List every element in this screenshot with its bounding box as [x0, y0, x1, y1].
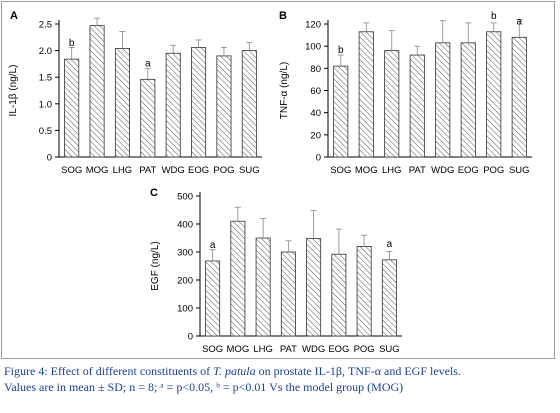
panel-a-y-tick-label: 1.0 [39, 99, 52, 110]
panel-c-category-label: WDG [302, 344, 325, 355]
panel-b-bar-pat [409, 54, 425, 158]
panel-b-significance-label: a [516, 16, 522, 27]
figure-caption: Figure 4: Effect of different constituen… [4, 363, 556, 395]
panel-b-y-tick-label: 60 [310, 86, 321, 97]
panel-b-significance-label: b [491, 11, 497, 22]
panel-c-y-axis-title: EGF (ng/L) [150, 241, 161, 290]
panel-a-bar-lhg [114, 48, 130, 158]
panel-b-bar-eog [460, 42, 476, 158]
panel-c-y-tick-label: 0 [188, 332, 193, 343]
caption-suffix: on prostate IL-1β, TNF-α and EGF levels. [255, 364, 461, 378]
panel-a-category-label: SUG [239, 165, 260, 176]
panel-a-category-label: SOG [61, 165, 82, 176]
panel-c-bar-lhg [255, 237, 271, 337]
panel-c-bar-sug [381, 259, 397, 337]
panel-c-y-tick-label: 100 [177, 304, 193, 315]
panel-c-y-tick-label: 400 [177, 220, 193, 231]
panel-a-label: A [10, 10, 18, 22]
panel-a-significance-label: a [145, 58, 151, 69]
panel-c-significance-label: a [387, 239, 393, 250]
panel-a-bar-eog [191, 47, 207, 158]
caption-line-2: Values are in mean ± SD; n = 8; ᵃ = p<0.… [4, 380, 404, 394]
panel-a-category-label: EOG [188, 165, 209, 176]
panel-b-category-label: EOG [458, 165, 479, 176]
caption-species: T. patula [213, 364, 256, 378]
panel-b-y-tick-label: 80 [310, 64, 321, 75]
panel-c-bar-mog [230, 220, 246, 337]
panel-a-category-label: MOG [86, 165, 109, 176]
panel-b-bar-sug [511, 36, 527, 158]
caption-prefix: Figure 4: Effect of different constituen… [4, 364, 214, 378]
panel-c-y-tick-label: 300 [177, 248, 193, 259]
panel-c-category-label: EOG [328, 344, 349, 355]
panel-b-bar-pog [486, 31, 502, 158]
panel-b-bar-sog [333, 65, 349, 158]
panel-c-bar-pat [280, 251, 296, 337]
panel-c-y-tick-label: 500 [177, 192, 193, 203]
panel-b-y-tick-label: 20 [310, 130, 321, 141]
panel-a-bar-pog [216, 55, 232, 158]
panel-b-y-tick-label: 100 [305, 42, 321, 53]
panel-c-category-label: PAT [280, 344, 297, 355]
panel-c-category-label: SOG [202, 344, 223, 355]
panel-a-category-label: LHG [113, 165, 133, 176]
panel-c-category-label: SUG [379, 344, 400, 355]
panel-b-y-tick-label: 0 [316, 153, 321, 164]
panel-b-label: B [279, 10, 287, 22]
panel-a-category-label: POG [213, 165, 234, 176]
panel-a-bar-wdg [165, 52, 181, 158]
panel-b-bar-lhg [384, 50, 400, 158]
panel-c-significance-label: a [210, 240, 216, 251]
panel-c-y-tick-label: 200 [177, 276, 193, 287]
panel-c-category-label: POG [354, 344, 375, 355]
panel-b-category-label: WDG [431, 165, 454, 176]
panel-a-significance-label: b [69, 38, 75, 49]
panel-b-category-label: POG [483, 165, 504, 176]
panel-a-y-tick-label: 2.0 [39, 46, 52, 57]
panel-a-y-tick-label: 0 [47, 153, 52, 164]
panel-b-y-tick-label: 40 [310, 108, 321, 119]
caption-line-1: Figure 4: Effect of different constituen… [4, 363, 556, 379]
panel-c-bar-pog [356, 245, 372, 337]
panel-c-bar-wdg [306, 238, 322, 337]
panel-c-bar-eog [331, 253, 347, 337]
panel-c-bar-sog [205, 260, 221, 337]
panel-a-category-label: PAT [139, 165, 156, 176]
panel-c-category-label: MOG [227, 344, 250, 355]
panel-a-y-tick-label: 1.5 [39, 73, 52, 84]
panel-b-significance-label: b [338, 45, 344, 56]
panel-b-bar-mog [358, 31, 374, 158]
panel-b-category-label: LHG [382, 165, 402, 176]
panel-b-y-axis-title: TNF-α (ng/L) [279, 62, 290, 119]
panel-b-category-label: PAT [409, 165, 426, 176]
panel-b-category-label: SOG [330, 165, 351, 176]
panel-b-category-label: SUG [509, 165, 530, 176]
panel-a-y-tick-label: 2.5 [39, 20, 52, 31]
panel-b-category-label: MOG [355, 165, 378, 176]
panel-a-y-tick-label: 0.5 [39, 126, 52, 137]
panel-a-bar-pat [140, 78, 156, 158]
panel-b-y-tick-label: 120 [305, 20, 321, 31]
panel-c-category-label: LHG [253, 344, 273, 355]
panel-c-label: C [150, 187, 158, 199]
figure-frame: 0 0.5 1.0 1.5 2.0 2.5 A IL-1β (ng/L) SOG b MOG LHG P… [1, 1, 555, 359]
panel-b-bar-wdg [435, 42, 451, 158]
panel-a-bar-sug [241, 50, 257, 158]
panel-a-category-label: WDG [162, 165, 185, 176]
panel-a-bar-mog [89, 25, 105, 158]
panel-a-bar-sog [64, 58, 80, 158]
panel-a-y-axis-title: IL-1β (ng/L) [8, 65, 19, 117]
